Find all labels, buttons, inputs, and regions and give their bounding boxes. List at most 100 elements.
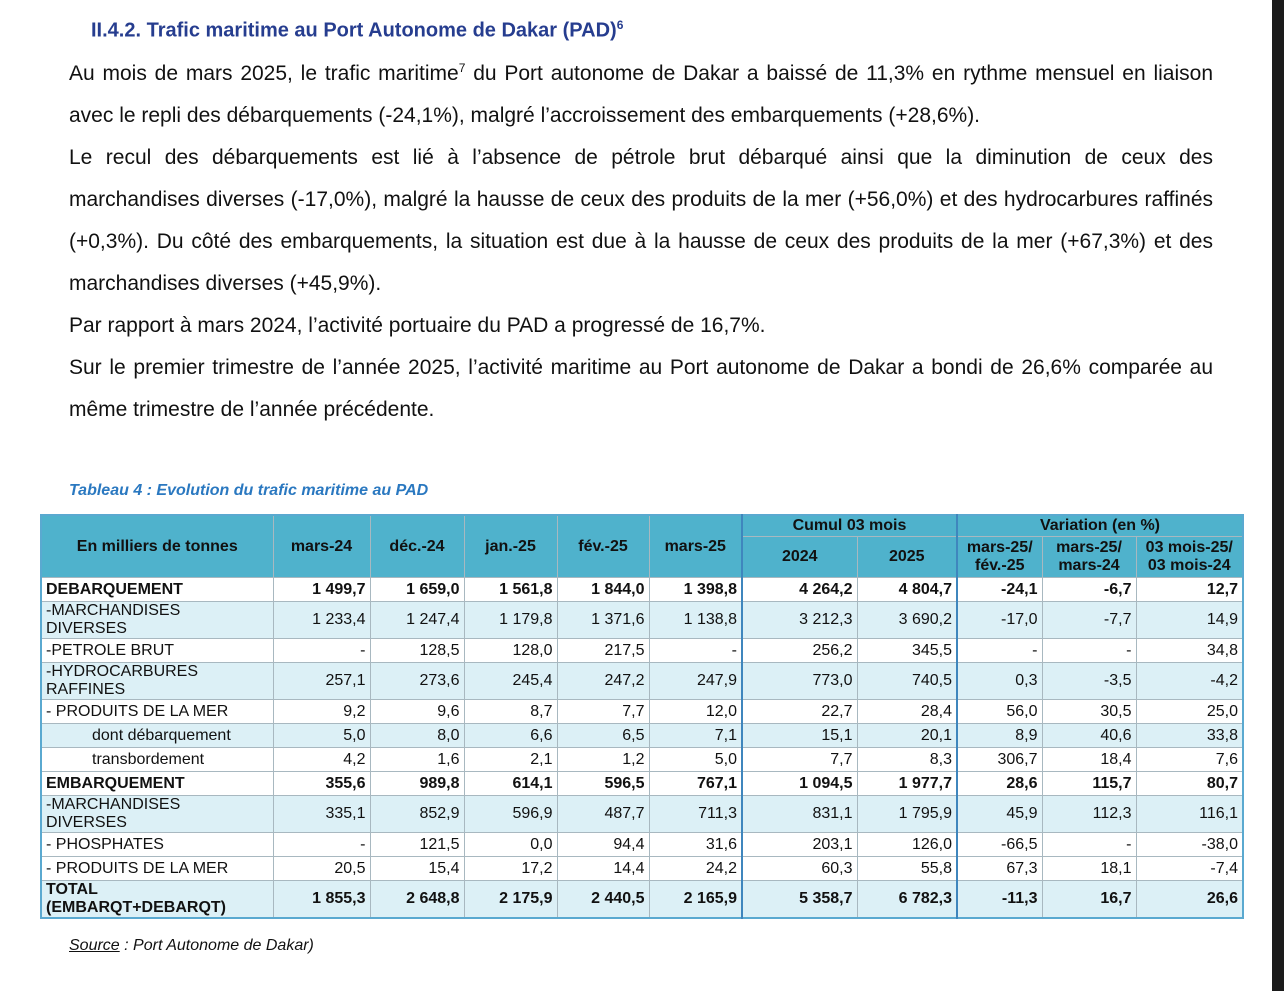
row-label: dont débarquement [40,723,274,748]
table-cell: 2 165,9 [648,880,743,919]
text-line: DIVERSES [46,620,127,637]
table-cell: 773,0 [741,662,858,700]
table-cell: 7,7 [556,699,650,724]
table-cell: 31,6 [648,832,743,857]
table-cell: 17,2 [463,856,558,881]
table-cell: 831,1 [741,795,858,833]
table-row: - PRODUITS DE LA MER 9,2 9,6 8,7 7,7 12,0 22,7… [40,699,1244,724]
text-line: DIVERSES [46,814,127,831]
table-cell: 15,4 [369,856,465,881]
table-cell: 6 782,3 [856,880,958,919]
table-cell: 767,1 [648,771,743,796]
table-cell: 247,9 [648,662,743,700]
table-cell: 5,0 [648,747,743,772]
table-cell: -38,0 [1135,832,1244,857]
header-cell: jan.-25 [463,514,558,578]
text-line: EMBARQUEMENT [46,774,185,792]
text-line: mars-25/ [966,539,1033,556]
table-cell: 80,7 [1135,771,1244,796]
text-line: fév.-25 [974,557,1025,574]
table-cell: 116,1 [1135,795,1244,833]
header-cell: Variation (en %) [956,514,1244,537]
table-cell: 22,7 [741,699,858,724]
text-line: - PRODUITS DE LA MER [46,702,229,720]
header-cell: 03 mois-25/03 mois-24 [1135,536,1244,578]
table-cell: 6,5 [556,723,650,748]
table-cell: 56,0 [956,699,1043,724]
text-line: RAFFINES [46,681,126,698]
header-cell: 2024 [741,536,858,578]
header-cell: fév.-25 [556,514,650,578]
text-line: -MARCHANDISES [46,796,181,813]
table-cell: 257,1 [272,662,371,700]
table-cell: 256,2 [741,638,858,663]
table-cell: 345,5 [856,638,958,663]
text-line: TOTAL [46,881,98,898]
table-cell: 126,0 [856,832,958,857]
text-line: 03 mois-24 [1147,557,1231,574]
table-cell: 3 690,2 [856,601,958,639]
text-line: mars-24 [1058,557,1120,574]
table-cell: 14,4 [556,856,650,881]
header-cell: mars-24 [272,514,371,578]
table-cell: 18,1 [1041,856,1137,881]
table-cell: 614,1 [463,771,558,796]
paragraph: Le recul des débarquements est lié à l’a… [69,146,1213,295]
source-text: : Port Autonome de Dakar) [119,937,314,954]
text: Au mois de mars 2025, le trafic maritime [69,62,459,85]
table-cell: 1 094,5 [741,771,858,796]
table-cell: 34,8 [1135,638,1244,663]
table-cell: - [648,638,743,663]
table-cell: 2,1 [463,747,558,772]
table-cell: -3,5 [1041,662,1137,700]
table-cell: -17,0 [956,601,1043,639]
text-line: -MARCHANDISES [46,602,181,619]
source-label: Source [69,937,120,954]
table-cell: 1 179,8 [463,601,558,639]
table-cell: 15,1 [741,723,858,748]
table-cell: 1 561,8 [463,577,558,602]
table-row: - PHOSPHATES -121,5 0,0 94,4 31,6 203,1 126,0-… [40,832,1244,857]
table-cell: -11,3 [956,880,1043,919]
table-cell: 5 358,7 [741,880,858,919]
table-cell: 1 844,0 [556,577,650,602]
table-cell: 7,1 [648,723,743,748]
table-cell: 4 264,2 [741,577,858,602]
header-row: En milliers de tonnes mars-24 déc.-24 ja… [40,514,1244,578]
source-note: Source : Port Autonome de Dakar) [69,937,314,955]
table-row: DEBARQUEMENT 1 499,7 1 659,0 1 561,8 1 844,0… [40,577,1244,602]
table-cell: 306,7 [956,747,1043,772]
header-cell: 2025 [856,536,958,578]
table-cell: 247,2 [556,662,650,700]
table-cell: 14,9 [1135,601,1244,639]
table-body: DEBARQUEMENT 1 499,7 1 659,0 1 561,8 1 844,0… [40,577,1244,919]
body-text: Au mois de mars 2025, le trafic maritime… [69,53,1213,431]
table-cell: - [272,832,371,857]
table-cell: 12,7 [1135,577,1244,602]
table-cell: 18,4 [1041,747,1137,772]
text-line: transbordement [92,750,205,768]
table-row: EMBARQUEMENT 355,6 989,8 614,1 596,5 767,1 1 0… [40,771,1244,796]
table-cell: 24,2 [648,856,743,881]
table-cell: 0,0 [463,832,558,857]
table-cell: 2 648,8 [369,880,465,919]
table-cell: -4,2 [1135,662,1244,700]
table-cell: 28,6 [956,771,1043,796]
header-cell: mars-25 [648,514,743,578]
table-cell: 4,2 [272,747,371,772]
table-cell: 1 371,6 [556,601,650,639]
paragraph: Sur le premier trimestre de l’année 2025… [69,356,1213,421]
section-heading: II.4.2. Trafic maritime au Port Autonome… [91,18,623,43]
table-cell: 8,3 [856,747,958,772]
table-cell: 596,9 [463,795,558,833]
table-cell: 8,9 [956,723,1043,748]
text-line: -HYDROCARBURES [46,663,199,680]
table-cell: 30,5 [1041,699,1137,724]
header-cell: Cumul 03 mois [741,514,958,537]
table-row: -MARCHANDISES DIVERSES 335,1 852,9 596,9 487,… [40,795,1244,833]
text-line: - PHOSPHATES [46,835,164,853]
header-cell: déc.-24 [369,514,465,578]
header-row: 2024 2025 mars-25/fév.-25 mars-25/mars-24… [41,536,1244,578]
row-label: - PRODUITS DE LA MER [40,856,274,881]
table-cell: 67,3 [956,856,1043,881]
